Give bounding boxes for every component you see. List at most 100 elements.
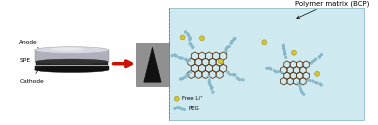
Circle shape xyxy=(208,81,211,84)
Circle shape xyxy=(185,73,188,76)
Circle shape xyxy=(233,37,236,40)
Circle shape xyxy=(310,62,313,64)
Circle shape xyxy=(300,90,303,93)
Circle shape xyxy=(208,79,211,82)
Polygon shape xyxy=(36,62,108,65)
Circle shape xyxy=(233,73,236,76)
Circle shape xyxy=(179,78,182,80)
Circle shape xyxy=(174,107,176,110)
Circle shape xyxy=(232,73,235,76)
Circle shape xyxy=(173,53,176,56)
Ellipse shape xyxy=(35,47,108,54)
Circle shape xyxy=(298,85,301,87)
Circle shape xyxy=(236,76,239,80)
Circle shape xyxy=(278,70,280,73)
Circle shape xyxy=(211,86,213,89)
Circle shape xyxy=(320,53,323,56)
Circle shape xyxy=(312,80,314,82)
Text: Polymer matrix (BCP): Polymer matrix (BCP) xyxy=(295,1,370,7)
Ellipse shape xyxy=(50,47,84,51)
Circle shape xyxy=(186,59,189,62)
Circle shape xyxy=(309,79,311,82)
Circle shape xyxy=(176,106,178,109)
Circle shape xyxy=(189,37,192,40)
Circle shape xyxy=(209,84,212,87)
Polygon shape xyxy=(144,47,161,82)
Circle shape xyxy=(230,40,233,43)
Circle shape xyxy=(208,75,211,78)
Circle shape xyxy=(228,45,231,48)
Circle shape xyxy=(284,56,287,59)
Circle shape xyxy=(175,55,178,58)
Circle shape xyxy=(181,77,184,80)
Circle shape xyxy=(187,74,190,76)
Circle shape xyxy=(183,76,186,79)
Circle shape xyxy=(311,60,314,63)
Text: SPE: SPE xyxy=(19,58,37,63)
Circle shape xyxy=(316,82,318,84)
Circle shape xyxy=(191,46,194,49)
Circle shape xyxy=(188,38,191,41)
Circle shape xyxy=(218,59,223,64)
Circle shape xyxy=(189,42,192,45)
Circle shape xyxy=(171,54,174,57)
Circle shape xyxy=(184,30,187,34)
Circle shape xyxy=(210,87,213,90)
Circle shape xyxy=(183,108,186,111)
Circle shape xyxy=(242,78,244,81)
Circle shape xyxy=(180,35,185,40)
Circle shape xyxy=(313,59,316,62)
Circle shape xyxy=(273,70,276,72)
Circle shape xyxy=(302,93,305,96)
Circle shape xyxy=(299,88,302,90)
Text: Anode: Anode xyxy=(19,40,39,48)
Circle shape xyxy=(226,46,229,49)
FancyBboxPatch shape xyxy=(169,8,364,120)
Circle shape xyxy=(291,50,296,55)
Circle shape xyxy=(187,34,191,37)
Circle shape xyxy=(238,78,241,81)
Circle shape xyxy=(226,71,229,74)
Circle shape xyxy=(189,71,192,74)
FancyBboxPatch shape xyxy=(2,3,369,125)
Circle shape xyxy=(314,58,317,60)
Circle shape xyxy=(318,56,321,58)
Circle shape xyxy=(174,96,179,101)
Polygon shape xyxy=(35,50,108,62)
Text: Cathode: Cathode xyxy=(19,71,44,84)
Circle shape xyxy=(282,48,285,50)
Circle shape xyxy=(283,52,286,55)
Circle shape xyxy=(270,68,272,70)
Circle shape xyxy=(280,71,283,74)
Circle shape xyxy=(297,82,300,85)
Circle shape xyxy=(314,81,317,84)
Polygon shape xyxy=(35,66,108,70)
Circle shape xyxy=(265,67,268,70)
Circle shape xyxy=(262,40,267,45)
Circle shape xyxy=(229,73,232,76)
Ellipse shape xyxy=(36,59,108,64)
Circle shape xyxy=(181,57,184,60)
Circle shape xyxy=(275,70,278,73)
Text: Free Li⁺: Free Li⁺ xyxy=(181,96,202,101)
Circle shape xyxy=(319,82,322,85)
Circle shape xyxy=(186,32,189,35)
Circle shape xyxy=(301,91,304,94)
Circle shape xyxy=(211,91,214,94)
Circle shape xyxy=(178,106,181,109)
Circle shape xyxy=(181,108,183,110)
Circle shape xyxy=(315,71,319,76)
Circle shape xyxy=(230,42,233,44)
Text: PEG: PEG xyxy=(188,106,199,111)
Circle shape xyxy=(284,53,286,56)
Circle shape xyxy=(178,56,181,59)
Circle shape xyxy=(306,79,309,82)
Circle shape xyxy=(319,55,321,58)
Circle shape xyxy=(200,36,204,41)
Circle shape xyxy=(188,59,191,62)
Circle shape xyxy=(225,48,228,50)
Circle shape xyxy=(320,84,323,86)
Circle shape xyxy=(282,46,285,48)
Circle shape xyxy=(224,50,227,53)
Circle shape xyxy=(282,44,285,47)
